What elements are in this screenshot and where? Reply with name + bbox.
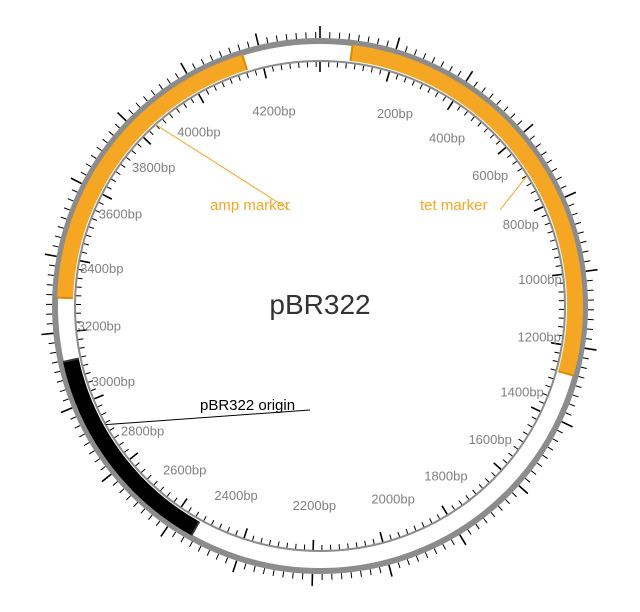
- tick-label: 4200bp: [252, 103, 295, 118]
- tick-label: 3000bp: [92, 374, 135, 389]
- tick-label: 2000bp: [371, 491, 414, 506]
- feature-label-origin: pBR322 origin: [200, 397, 295, 414]
- tick-label: 2600bp: [163, 463, 206, 478]
- tick-label: 3200bp: [78, 318, 121, 333]
- feature-label-tet: tet marker: [420, 197, 488, 214]
- tick-label: 2800bp: [121, 423, 164, 438]
- tick-label: 3600bp: [99, 207, 142, 222]
- tick-label: 3800bp: [132, 160, 175, 175]
- tick-label: 1800bp: [424, 469, 467, 484]
- tick-label: 4000bp: [177, 124, 220, 139]
- tick-label: 200bp: [377, 106, 413, 121]
- tick-label: 2400bp: [214, 488, 257, 503]
- plasmid-map: 200bp 400bp 600bp 800bp 1000bp 1200bp 1400bp 16…: [0, 0, 640, 612]
- tick-label: 400bp: [429, 130, 465, 145]
- tick-label: 600bp: [472, 168, 508, 183]
- tick-label: 1400bp: [500, 384, 543, 399]
- plasmid-title: pBR322: [269, 289, 370, 320]
- tick-label: 1600bp: [468, 432, 511, 447]
- tick-label: 1200bp: [518, 329, 561, 344]
- feature-label-amp: amp marker: [210, 197, 290, 214]
- tick-label: 1000bp: [518, 272, 561, 287]
- tick-label: 800bp: [503, 217, 539, 232]
- tick-label: 3400bp: [80, 261, 123, 276]
- tick-label: 2200bp: [293, 498, 336, 513]
